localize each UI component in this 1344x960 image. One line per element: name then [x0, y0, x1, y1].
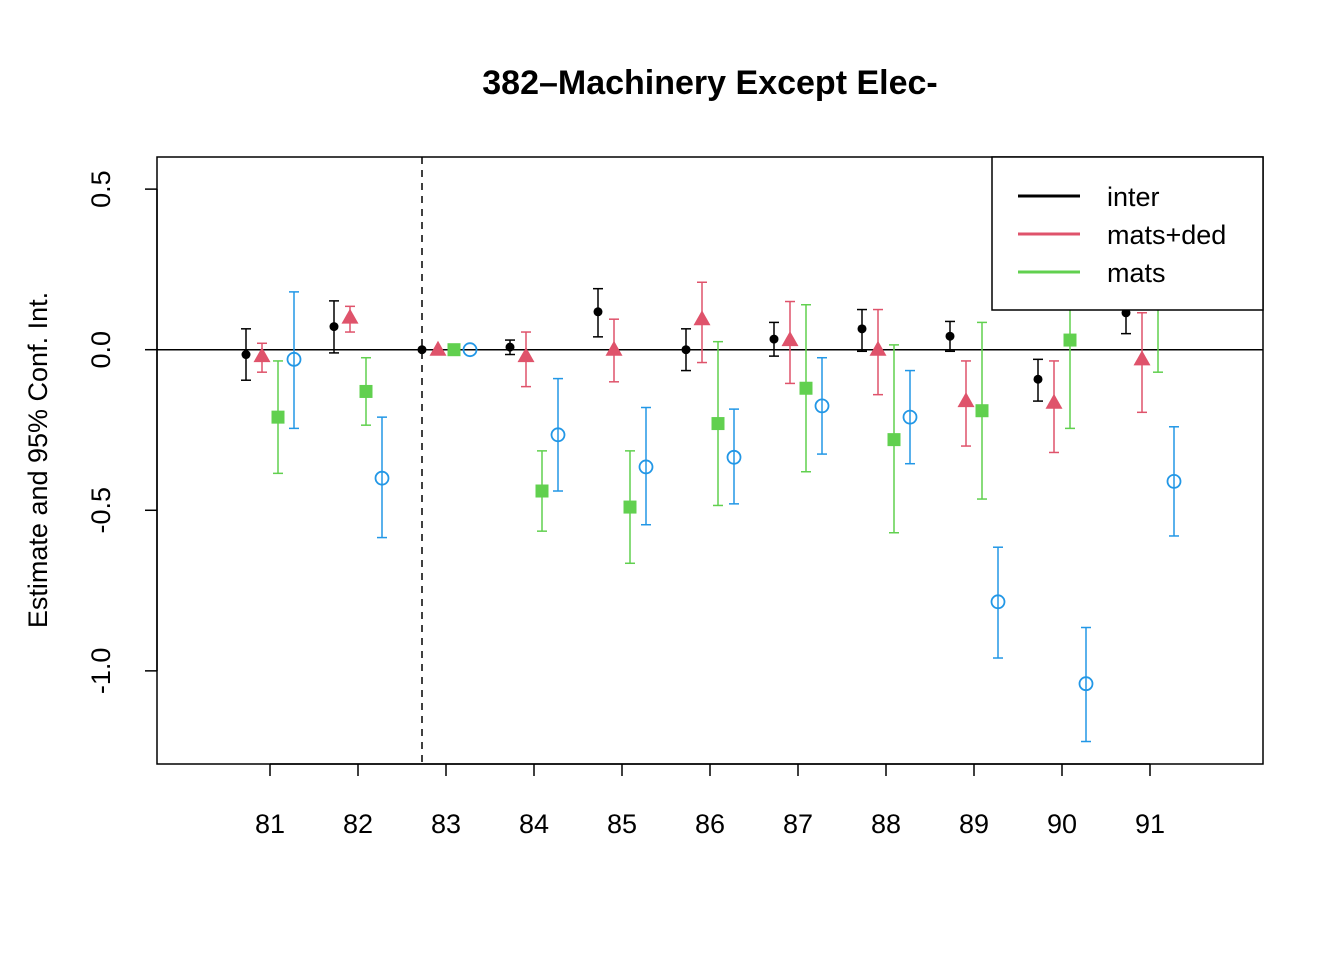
data-point [1078, 676, 1094, 692]
x-tick-label: 86 [695, 809, 725, 839]
series-2 [253, 281, 1151, 454]
data-point [975, 404, 989, 418]
data-point [638, 459, 654, 475]
data-point [769, 334, 779, 344]
legend-entry: mats+ded [1107, 220, 1226, 250]
data-point [374, 470, 390, 486]
data-point [990, 594, 1006, 610]
data-point [781, 331, 799, 347]
data-point [447, 343, 461, 357]
data-point [869, 340, 887, 356]
data-point [359, 384, 373, 398]
y-axis-label: Estimate and 95% Conf. Int. [23, 292, 53, 628]
data-point [417, 345, 427, 355]
y-tick-label: -0.5 [86, 487, 116, 534]
x-tick-label: 90 [1047, 809, 1077, 839]
x-tick-label: 87 [783, 809, 813, 839]
data-point [550, 427, 566, 443]
data-point [814, 398, 830, 414]
legend: inter mats+ded mats [991, 156, 1264, 311]
data-point [887, 433, 901, 447]
y-tick-label: 0.0 [86, 331, 116, 369]
data-point [1033, 374, 1043, 384]
x-tick-label: 82 [343, 809, 373, 839]
data-point [1133, 350, 1151, 366]
data-point [1045, 393, 1063, 409]
data-point [593, 307, 603, 317]
data-point [253, 347, 271, 363]
data-point [857, 324, 867, 334]
data-point [711, 417, 725, 431]
series-1 [241, 287, 1131, 402]
data-point [681, 345, 691, 355]
data-point [726, 449, 742, 465]
data-point [429, 340, 447, 356]
data-point [902, 409, 918, 425]
x-tick-label: 89 [959, 809, 989, 839]
x-tick-label: 81 [255, 809, 285, 839]
data-point [462, 342, 478, 358]
y-tick-label: 0.5 [86, 170, 116, 208]
chart-title: 382–Machinery Except Elec- [482, 64, 937, 102]
data-point [799, 381, 813, 395]
data-point [517, 347, 535, 363]
data-point [605, 340, 623, 356]
y-axis: -1.0 -0.5 0.0 0.5 [86, 170, 158, 695]
data-point [1166, 473, 1182, 489]
data-point [693, 310, 711, 326]
legend-entry: inter [1107, 182, 1160, 212]
data-point [535, 484, 549, 498]
x-axis: 81 82 83 84 85 86 87 88 89 90 91 [255, 763, 1165, 839]
data-point [945, 331, 955, 341]
x-tick-label: 88 [871, 809, 901, 839]
data-point [1063, 333, 1077, 347]
data-point [286, 351, 302, 367]
x-tick-label: 84 [519, 809, 549, 839]
data-point [271, 410, 285, 424]
data-point [341, 308, 359, 324]
series-4 [286, 291, 1182, 743]
y-tick-label: -1.0 [86, 648, 116, 695]
data-point [241, 350, 251, 360]
data-point [329, 322, 339, 332]
x-tick-label: 85 [607, 809, 637, 839]
legend-entry: mats [1107, 258, 1166, 288]
x-tick-label: 83 [431, 809, 461, 839]
x-tick-label: 91 [1135, 809, 1165, 839]
data-point [505, 342, 515, 352]
data-point [623, 500, 637, 514]
data-point [957, 392, 975, 408]
